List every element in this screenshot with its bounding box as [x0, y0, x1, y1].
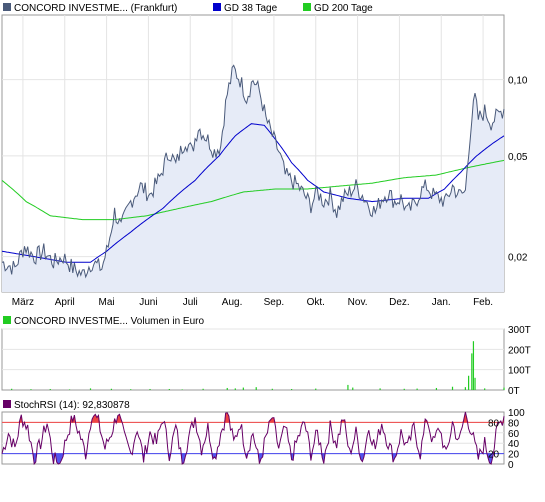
stochrsi-threshold-label: 20 — [488, 450, 500, 461]
legend-swatch-stochrsi — [3, 400, 11, 408]
stochrsi-y-tick-label: 80 — [508, 418, 520, 429]
gd200-line — [1, 159, 505, 221]
price-line — [1, 64, 505, 279]
legend-label-gd38: GD 38 Tage — [224, 3, 278, 14]
price-y-tick-label: 0,10 — [508, 76, 528, 87]
month-label: Juni — [139, 297, 157, 308]
volume-bar — [11, 388, 13, 390]
stochrsi-y-tick-label: 40 — [508, 439, 520, 450]
volume-bar — [435, 387, 438, 390]
stochrsi-right-markers: 80 20 — [488, 418, 500, 460]
volume-bar — [110, 388, 113, 390]
volume-bar — [130, 389, 132, 390]
volume-panel: 300T 200T 100T 0T — [1, 325, 531, 397]
stochrsi-line — [1, 411, 505, 466]
volume-bar — [271, 388, 273, 390]
legend-label-price: CONCORD INVESTME... (Frankfurt) — [14, 3, 177, 14]
month-label: Sep. — [264, 297, 285, 308]
month-label: Nov. — [348, 297, 368, 308]
volume-bar — [168, 388, 170, 390]
volume-plot-area — [1, 328, 505, 391]
volume-bar — [68, 389, 71, 390]
volume-bar — [315, 388, 317, 390]
price-panel: 0,10 0,05 0,02 März April Mai Juni Juli Aug. Sep… — [1, 14, 528, 308]
volume-grid — [2, 328, 504, 371]
stochrsi-y-tick-label: 0 — [508, 460, 514, 471]
volume-bar — [347, 384, 349, 390]
volume-bar — [352, 387, 354, 390]
month-labels: März April Mai Juni Juli Aug. Sep. Okt. Nov. Dez.… — [12, 297, 493, 308]
legend-label-volume: CONCORD INVESTME... Volumen in Euro — [14, 316, 204, 327]
volume-bar — [416, 388, 418, 390]
stochrsi-legend: StochRSI (14): 92,830878 — [3, 400, 130, 411]
month-label: Feb. — [473, 297, 493, 308]
month-label: Mai — [99, 297, 115, 308]
stochrsi-y-tick-label: 100 — [508, 408, 525, 419]
volume-bar — [149, 388, 151, 390]
month-label: Dez. — [389, 297, 410, 308]
stochrsi-y-tick-label: 60 — [508, 429, 520, 440]
volume-bar — [255, 387, 257, 390]
volume-y-tick-label: 300T — [508, 325, 531, 336]
volume-bar — [30, 389, 32, 390]
volume-bar — [291, 388, 293, 390]
volume-bar — [379, 388, 381, 390]
month-label: Okt. — [307, 297, 325, 308]
month-label: Aug. — [222, 297, 243, 308]
volume-bar — [474, 377, 476, 390]
volume-bar — [202, 388, 204, 390]
volume-y-tick-label: 0T — [508, 386, 520, 397]
legend-label-gd200: GD 200 Tage — [314, 3, 373, 14]
volume-bar — [234, 388, 236, 390]
volume-bar — [468, 375, 470, 390]
volume-bar — [503, 387, 505, 390]
volume-bar — [242, 387, 244, 390]
month-label: Juli — [183, 297, 198, 308]
volume-bar — [49, 388, 51, 390]
volume-bars — [11, 341, 505, 390]
volume-y-tick-label: 200T — [508, 345, 531, 356]
price-y-tick-label: 0,05 — [508, 152, 528, 163]
volume-bar — [89, 388, 92, 390]
volume-y-tick-label: 100T — [508, 366, 531, 377]
legend-swatch-price — [3, 3, 11, 11]
volume-bar — [451, 386, 454, 390]
price-legend: CONCORD INVESTME... (Frankfurt) GD 38 Ta… — [3, 3, 373, 14]
month-label: April — [55, 297, 75, 308]
month-label: März — [12, 297, 34, 308]
volume-bar — [484, 388, 486, 390]
volume-bar — [181, 389, 183, 390]
volume-legend: CONCORD INVESTME... Volumen in Euro — [3, 316, 204, 327]
volume-bar — [464, 387, 466, 390]
volume-bar — [471, 353, 473, 390]
legend-label-stochrsi: StochRSI (14): 92,830878 — [14, 400, 130, 411]
legend-swatch-volume — [3, 316, 11, 324]
volume-y-ticks: 300T 200T 100T 0T — [508, 325, 531, 397]
stochrsi-plot-area — [1, 411, 505, 465]
price-y-tick-label: 0,02 — [508, 253, 528, 264]
price-y-ticks: 0,10 0,05 0,02 — [508, 76, 528, 264]
legend-swatch-gd38 — [213, 3, 221, 11]
price-area-fill — [2, 65, 504, 293]
volume-bar — [226, 387, 228, 390]
month-label: Jan. — [432, 297, 451, 308]
legend-swatch-gd200 — [303, 3, 311, 11]
stochrsi-y-tick-label: 20 — [508, 450, 520, 461]
volume-bar — [403, 388, 405, 390]
volume-bar — [472, 341, 475, 390]
stochrsi-threshold-label: 80 — [488, 418, 500, 429]
